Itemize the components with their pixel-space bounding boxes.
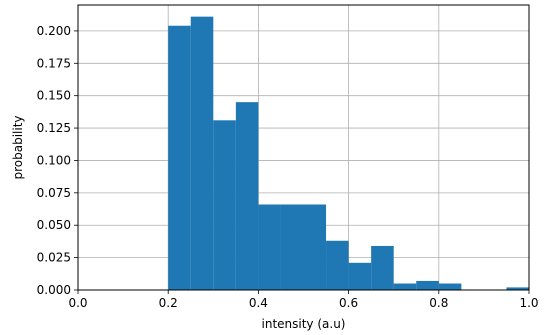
x-tick-label: 0.0: [68, 296, 87, 310]
y-tick-label: 0.050: [37, 218, 71, 232]
axis-ticks: 0.0 0.2 0.4 0.6 0.8 1.0 0.000 0.025 0.050 0.075 0.…: [37, 24, 539, 310]
y-tick-label: 0.150: [37, 89, 71, 103]
y-tick-label: 0.175: [37, 56, 71, 70]
x-tick-label: 0.8: [429, 296, 448, 310]
y-tick-label: 0.100: [37, 153, 71, 167]
x-axis-label: intensity (a.u): [262, 317, 346, 331]
y-tick-label: 0.075: [37, 186, 71, 200]
x-tick-label: 0.2: [159, 296, 178, 310]
histogram-bar: [506, 287, 529, 290]
x-tick-label: 0.4: [249, 296, 268, 310]
y-tick-label: 0.000: [37, 283, 71, 297]
grid-lines: [77, 5, 530, 291]
histogram-bar: [235, 102, 259, 290]
histogram-bar: [303, 204, 327, 290]
x-tick-label: 1.0: [519, 296, 538, 310]
histogram-bar: [371, 245, 394, 290]
histogram-bar: [438, 283, 462, 290]
histogram-bar: [213, 120, 236, 290]
histogram-bar: [168, 25, 191, 291]
y-axis-label: probability: [11, 115, 25, 179]
x-tick-label: 0.6: [339, 296, 358, 310]
y-tick-label: 0.125: [37, 121, 71, 135]
y-tick-label: 0.025: [37, 251, 71, 265]
histogram-bar: [348, 262, 372, 290]
histogram-bar: [393, 283, 417, 290]
plot-frame: [77, 4, 530, 291]
bars: [168, 16, 529, 291]
histogram-bar: [190, 16, 214, 291]
histogram-bar: [280, 204, 304, 290]
y-tick-label: 0.200: [37, 24, 71, 38]
histogram-bar: [258, 204, 281, 290]
histogram-bar: [416, 280, 439, 290]
histogram-bar: [326, 240, 349, 290]
